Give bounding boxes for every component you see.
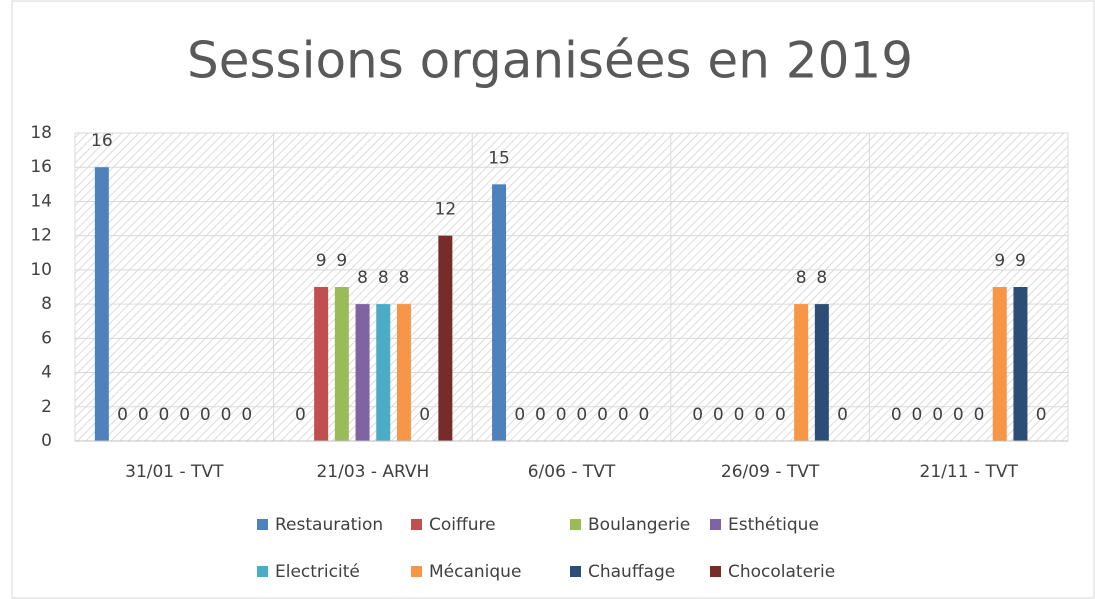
legend-swatch: [257, 566, 268, 577]
data-label: 9: [316, 251, 327, 271]
x-tick-label: 26/09 - TVT: [721, 462, 820, 482]
y-tick-label: 12: [30, 226, 52, 246]
data-label: 16: [91, 131, 113, 151]
y-tick-label: 18: [30, 123, 52, 143]
legend-swatch: [570, 519, 581, 530]
data-label: 0: [912, 405, 923, 425]
legend-swatch: [411, 566, 422, 577]
y-tick-label: 0: [41, 431, 52, 451]
data-label: 0: [1036, 405, 1047, 425]
data-label: 0: [734, 405, 745, 425]
y-tick-label: 10: [30, 260, 52, 280]
y-tick-label: 16: [30, 157, 52, 177]
y-tick-label: 2: [41, 397, 52, 417]
data-label: 0: [837, 405, 848, 425]
data-label: 8: [796, 268, 807, 288]
x-tick-label: 21/03 - ARVH: [316, 462, 429, 482]
bar: [314, 287, 329, 441]
data-label: 9: [994, 251, 1005, 271]
bar: [1013, 287, 1028, 441]
legend-label: Electricité: [275, 562, 360, 582]
x-tick-label: 21/11 - TVT: [920, 462, 1019, 482]
data-label: 0: [514, 405, 525, 425]
data-label: 0: [117, 405, 128, 425]
legend-label: Restauration: [275, 515, 383, 535]
data-label: 0: [419, 405, 430, 425]
bar: [492, 184, 507, 442]
data-label: 0: [221, 405, 232, 425]
legend-swatch: [411, 519, 422, 530]
legend-swatch: [257, 519, 268, 530]
legend-swatch: [710, 519, 721, 530]
bar: [814, 304, 829, 441]
y-tick-label: 14: [30, 191, 52, 211]
legend-label: Boulangerie: [588, 515, 690, 535]
y-tick-label: 8: [41, 294, 52, 314]
bar: [334, 287, 349, 441]
data-label: 8: [357, 268, 368, 288]
legend-label: Chocolaterie: [728, 562, 835, 582]
x-tick-label: 6/06 - TVT: [528, 462, 616, 482]
legend-swatch: [710, 566, 721, 577]
data-label: 12: [435, 200, 457, 220]
data-label: 9: [336, 251, 347, 271]
y-tick-label: 6: [41, 328, 52, 348]
bar: [94, 167, 109, 441]
x-tick-label: 31/01 - TVT: [125, 462, 224, 482]
data-label: 0: [597, 405, 608, 425]
chart-title: Sessions organisées en 2019: [187, 32, 913, 90]
data-label: 8: [378, 268, 389, 288]
data-label: 0: [932, 405, 943, 425]
bar: [355, 304, 370, 441]
data-label: 0: [159, 405, 170, 425]
data-label: 0: [754, 405, 765, 425]
data-label: 0: [295, 405, 306, 425]
bar: [992, 287, 1007, 441]
data-label: 8: [816, 268, 827, 288]
data-label: 0: [775, 405, 786, 425]
legend-swatch: [570, 566, 581, 577]
data-label: 0: [200, 405, 211, 425]
data-label: 0: [974, 405, 985, 425]
y-tick-label: 4: [41, 363, 52, 383]
bar: [396, 304, 411, 441]
data-label: 0: [618, 405, 629, 425]
legend-label: Esthétique: [728, 515, 819, 535]
bar: [438, 235, 453, 441]
data-label: 0: [138, 405, 149, 425]
data-label: 0: [556, 405, 567, 425]
data-label: 0: [953, 405, 964, 425]
data-label: 0: [576, 405, 587, 425]
bar: [376, 304, 391, 441]
legend-label: Coiffure: [429, 515, 496, 535]
data-label: 0: [639, 405, 650, 425]
data-label: 15: [488, 148, 510, 168]
data-label: 0: [241, 405, 252, 425]
data-label: 0: [692, 405, 703, 425]
plot-area: [75, 133, 1068, 441]
data-label: 0: [713, 405, 724, 425]
legend-label: Mécanique: [429, 562, 521, 582]
data-label: 0: [535, 405, 546, 425]
data-label: 9: [1015, 251, 1026, 271]
legend-label: Chauffage: [588, 562, 675, 582]
data-label: 0: [179, 405, 190, 425]
data-label: 8: [399, 268, 410, 288]
data-label: 0: [891, 405, 902, 425]
bar: [794, 304, 809, 441]
